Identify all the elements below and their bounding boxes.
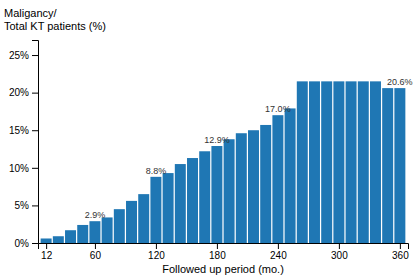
x-tick-label: 12: [41, 250, 53, 261]
y-tick-mark: [32, 55, 38, 56]
y-tick-mark: [32, 130, 38, 131]
bar: [370, 81, 381, 243]
bar: [236, 133, 247, 243]
x-tick-label: 120: [148, 250, 165, 261]
bar: [126, 201, 137, 243]
y-tick-label: 20%: [9, 87, 29, 98]
y-tick: 25%: [9, 50, 38, 61]
data-labels: 2.9% 8.8% 12.9% 17.0% 20.6%: [85, 77, 413, 220]
x-tick-label: 180: [209, 250, 226, 261]
bar: [321, 81, 332, 243]
y-tick: 5%: [15, 200, 38, 211]
bar: [102, 217, 113, 243]
bar: [53, 236, 64, 243]
chart: 12 60 120 180 240 300 360 0% 5% 10% 15% 20% 25% 2.9% 8…: [0, 0, 420, 277]
y-tick-label: 10%: [9, 163, 29, 174]
bar: [163, 173, 174, 243]
bar: [114, 209, 125, 243]
y-tick-mark: [32, 205, 38, 206]
x-tick: 120: [148, 243, 165, 261]
y-tick: 20%: [9, 87, 38, 98]
y-tick-label: 0%: [15, 238, 30, 249]
y-tick-mark: [32, 93, 38, 94]
x-tick: 240: [270, 243, 287, 261]
y-axis-title: Total KT patients (%): [4, 20, 106, 32]
x-tick: 300: [331, 243, 348, 261]
bar: [260, 125, 271, 243]
y-tick-mark: [32, 243, 38, 244]
y-tick: 0%: [15, 238, 38, 249]
bar: [89, 221, 100, 243]
bar: [138, 194, 149, 243]
x-axis: 12 60 120 180 240 300 360: [39, 243, 410, 261]
bar: [211, 146, 222, 243]
bar: [382, 88, 393, 243]
y-tick-label: 5%: [15, 200, 30, 211]
y-tick-label: 25%: [9, 50, 29, 61]
bar: [272, 115, 283, 243]
data-label: 2.9%: [85, 210, 106, 220]
x-tick-label: 360: [392, 250, 409, 261]
bar: [199, 151, 210, 243]
bar: [333, 81, 344, 243]
x-tick-mark: [46, 243, 47, 249]
data-label: 8.8%: [146, 166, 167, 176]
x-tick-mark: [95, 243, 96, 249]
bar: [297, 81, 308, 243]
x-tick: 60: [90, 243, 102, 261]
bar: [175, 164, 186, 243]
y-axis: 0% 5% 10% 15% 20% 25%: [9, 41, 39, 249]
x-tick-label: 240: [270, 250, 287, 261]
x-tick-label: 60: [90, 250, 102, 261]
y-axis-title: Maligancy/: [4, 7, 58, 19]
bars: [41, 81, 406, 243]
bar: [77, 225, 88, 243]
bar: [41, 238, 52, 243]
x-tick-mark: [217, 243, 218, 249]
data-label: 20.6%: [387, 77, 413, 87]
x-tick-mark: [339, 243, 340, 249]
y-axis-line: [32, 41, 39, 244]
x-axis-line: [39, 244, 409, 250]
bar: [394, 88, 405, 243]
bar: [248, 130, 259, 243]
bar: [150, 177, 161, 243]
plot: 12 60 120 180 240 300 360 0% 5% 10% 15% 20% 25% 2.9% 8…: [9, 41, 413, 262]
y-tick: 15%: [9, 125, 38, 136]
x-tick-label: 300: [331, 250, 348, 261]
bar: [65, 230, 76, 243]
bar: [285, 108, 296, 243]
x-axis-title: Followed up period (mo.): [162, 263, 284, 275]
data-label: 17.0%: [265, 104, 291, 114]
bar: [187, 158, 198, 243]
x-tick: 12: [41, 243, 53, 261]
x-tick-mark: [278, 243, 279, 249]
y-tick: 10%: [9, 163, 38, 174]
bar: [309, 81, 320, 243]
data-label: 12.9%: [204, 135, 230, 145]
bar: [224, 139, 235, 243]
x-tick: 360: [392, 243, 409, 261]
x-tick-mark: [156, 243, 157, 249]
bar: [358, 81, 369, 243]
bar: [346, 81, 357, 243]
x-tick-mark: [400, 243, 401, 249]
y-tick-mark: [32, 168, 38, 169]
y-tick-label: 15%: [9, 125, 29, 136]
x-tick: 180: [209, 243, 226, 261]
